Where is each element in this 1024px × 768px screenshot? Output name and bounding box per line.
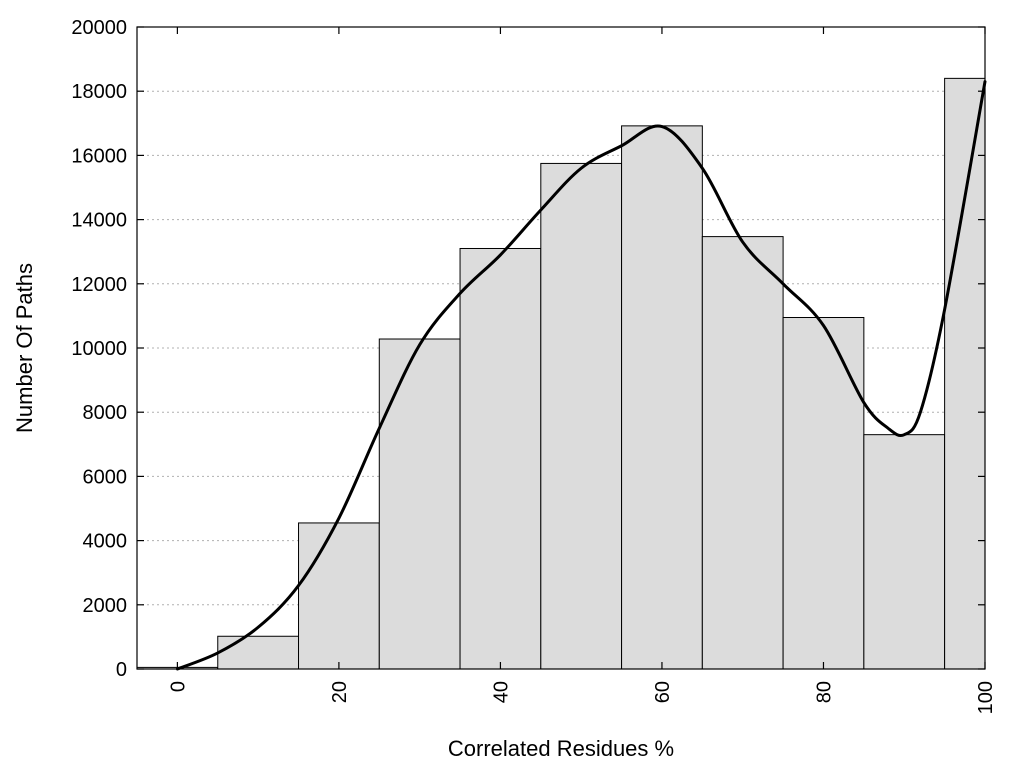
y-tick-label: 0 xyxy=(116,659,127,681)
x-tick-label: 80 xyxy=(813,681,835,703)
x-tick-label: 60 xyxy=(652,681,674,703)
bar xyxy=(944,77,986,670)
x-tick-label: 0 xyxy=(167,681,189,692)
bar xyxy=(782,317,865,670)
bar xyxy=(540,162,623,670)
bar xyxy=(298,522,380,670)
y-axis-title: Number Of Paths xyxy=(12,263,37,433)
y-tick-label: 4000 xyxy=(83,531,128,553)
bar xyxy=(863,434,946,670)
smoothed-trend-line xyxy=(175,80,987,671)
bar xyxy=(459,247,542,670)
y-axis: 0 2000 4000 6000 8000 10000 12000 14000 16000 180… xyxy=(71,17,985,681)
x-tick-label: 20 xyxy=(329,681,351,703)
x-axis: 0 20 40 60 80 100 xyxy=(167,27,997,714)
x-tick-label: 100 xyxy=(975,681,997,714)
x-tick-label: 40 xyxy=(490,681,512,703)
bar xyxy=(701,236,784,670)
bar xyxy=(217,635,300,670)
bar xyxy=(378,338,461,670)
y-tick-label: 14000 xyxy=(71,210,127,232)
y-tick-label: 16000 xyxy=(71,145,127,167)
x-axis-title: Correlated Residues % xyxy=(448,736,674,761)
y-tick-label: 8000 xyxy=(83,402,128,424)
y-tick-label: 20000 xyxy=(71,17,127,39)
bars-group xyxy=(136,77,986,670)
y-tick-label: 18000 xyxy=(71,81,127,103)
y-tick-label: 2000 xyxy=(83,595,128,617)
bar xyxy=(621,125,703,670)
y-tick-label: 12000 xyxy=(71,274,127,296)
y-tick-label: 10000 xyxy=(71,338,127,360)
y-tick-label: 6000 xyxy=(83,466,128,488)
